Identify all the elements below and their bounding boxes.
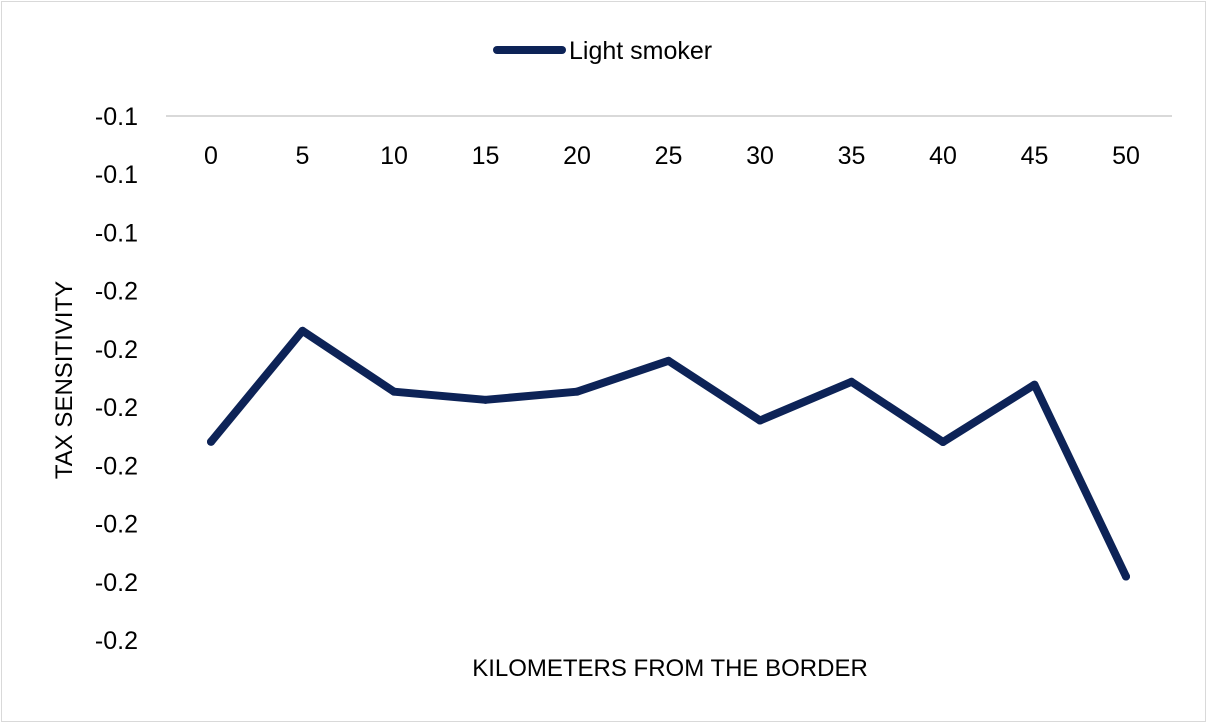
y-tick-label: -0.2 <box>95 336 138 364</box>
y-tick-label: -0.2 <box>95 278 138 306</box>
legend-label-light-smoker: Light smoker <box>569 37 712 65</box>
x-tick-label: 35 <box>838 142 866 170</box>
data-point <box>298 326 307 335</box>
x-tick-label: 30 <box>746 142 774 170</box>
series-line-light-smoker <box>207 326 1130 581</box>
data-point <box>207 437 215 446</box>
data-point <box>390 387 398 396</box>
legend: Light smoker <box>493 37 712 65</box>
x-tick-labels: 0 5 10 15 20 25 30 35 40 45 50 <box>204 142 1140 170</box>
y-tick-label: -0.1 <box>95 219 138 247</box>
y-tick-label: -0.1 <box>95 103 138 131</box>
x-tick-label: 40 <box>929 142 957 170</box>
y-tick-labels: -0.1 -0.1 -0.1 -0.2 -0.2 -0.2 -0.2 -0.2 -0.2 -0.2 <box>95 103 138 655</box>
y-tick-label: -0.2 <box>95 511 138 539</box>
x-axis-title: KILOMETERS FROM THE BORDER <box>472 655 868 682</box>
x-tick-label: 25 <box>655 142 683 170</box>
x-tick-label: 50 <box>1112 142 1140 170</box>
data-point <box>1030 380 1039 389</box>
y-tick-label: -0.1 <box>95 161 138 189</box>
x-tick-label: 20 <box>563 142 591 170</box>
data-point <box>939 438 947 447</box>
y-tick-label: -0.2 <box>95 452 138 480</box>
x-tick-label: 15 <box>472 142 500 170</box>
data-point <box>664 356 673 365</box>
data-point <box>756 416 764 425</box>
data-point <box>481 395 490 404</box>
x-tick-label: 0 <box>204 142 218 170</box>
y-axis-title: TAX SENSITIVITY <box>51 281 78 479</box>
data-point <box>573 387 581 396</box>
x-tick-label: 5 <box>296 142 310 170</box>
data-point <box>847 377 856 386</box>
x-tick-label: 10 <box>380 142 408 170</box>
y-tick-label: -0.2 <box>95 394 138 422</box>
data-point <box>1122 572 1130 581</box>
y-tick-label: -0.2 <box>95 569 138 597</box>
x-tick-label: 45 <box>1021 142 1049 170</box>
series-points <box>207 326 1130 581</box>
y-tick-label: -0.2 <box>95 627 138 655</box>
